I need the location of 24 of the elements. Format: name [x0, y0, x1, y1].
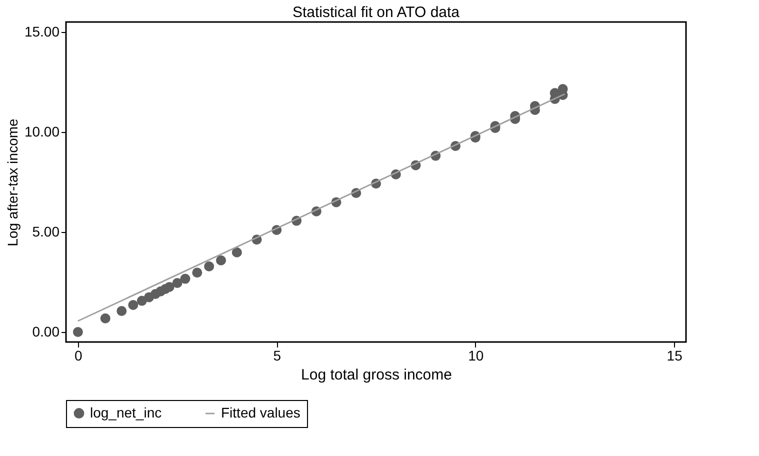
legend-label: log_net_inc	[90, 404, 162, 420]
x-tick-label: 15	[666, 348, 683, 364]
point	[100, 313, 110, 324]
point	[116, 306, 127, 316]
x-tick-label: 0	[74, 348, 83, 364]
point	[232, 247, 242, 258]
point	[72, 327, 83, 337]
y-tick-label: 5.00	[32, 224, 60, 240]
y-axis-title: Log after-tax income	[4, 118, 20, 246]
point	[180, 274, 190, 284]
x-tick-label: 5	[273, 348, 282, 364]
x-axis-title: Log total gross income	[301, 366, 452, 384]
point	[204, 261, 214, 272]
point	[192, 268, 202, 278]
point	[128, 300, 138, 310]
legend-label: Fitted values	[221, 404, 300, 420]
point	[164, 282, 174, 292]
x-tick-label: 10	[468, 348, 484, 364]
point	[216, 255, 226, 266]
point	[172, 278, 182, 288]
y-tick-label: 10.00	[24, 124, 60, 140]
y-tick-label: 0.00	[32, 324, 60, 340]
y-tick-label: 15.00	[24, 24, 60, 40]
chart-title: Statistical fit on ATO data	[292, 4, 460, 21]
